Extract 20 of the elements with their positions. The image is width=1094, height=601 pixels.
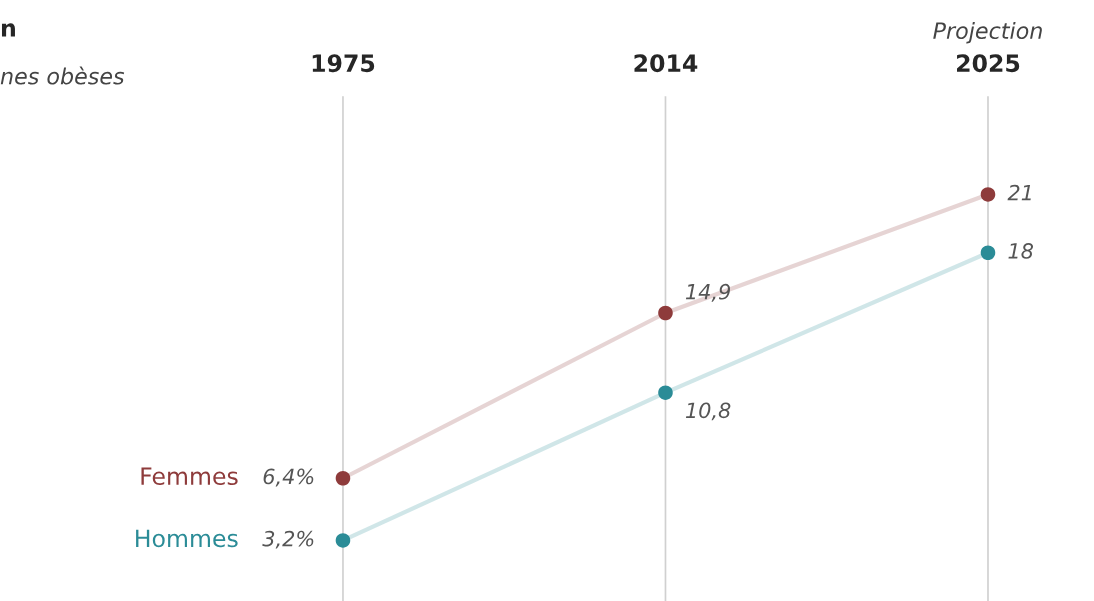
x-tick-label: 1975 — [312, 54, 375, 73]
data-label: 21 — [1007, 184, 1031, 201]
point — [980, 245, 996, 261]
text: Femmes — [141, 467, 238, 486]
point — [658, 305, 673, 321]
chart-title: n — [1, 23, 15, 37]
point — [658, 385, 673, 400]
x-tick-label: 2014 — [634, 54, 698, 73]
data-label: 3,2% — [262, 530, 314, 549]
point — [335, 470, 351, 486]
text: Projection — [933, 21, 1042, 44]
chart-subtitle: nes obèses — [0, 66, 125, 85]
data-label: 6,4% — [263, 468, 314, 487]
x-tick-label: 2025 — [957, 54, 1020, 73]
data-label: 14,9 — [685, 283, 731, 302]
text: Hommes — [136, 529, 238, 548]
point — [980, 187, 996, 202]
data-label: 10,8 — [685, 402, 731, 421]
point — [335, 533, 351, 548]
data-label: 18 — [1008, 243, 1034, 259]
